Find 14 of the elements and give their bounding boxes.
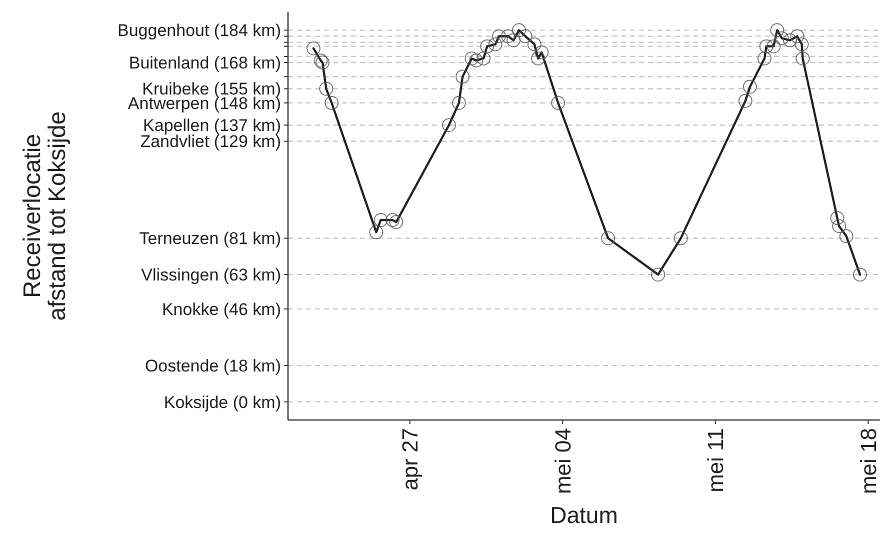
y-tick-label: Buggenhout (184 km) [118, 21, 281, 40]
x-tick-label: mei 04 [550, 428, 576, 494]
y-tick-label: Terneuzen (81 km) [139, 229, 281, 248]
x-tick-label: mei 18 [856, 428, 881, 494]
x-axis-title: Datum [550, 502, 618, 528]
y-tick-label: Vlissingen (63 km) [141, 266, 281, 285]
x-tick-label: mei 11 [703, 428, 728, 492]
y-tick-label: Kapellen (137 km) [143, 116, 281, 136]
y-tick-label: Oostende (18 km) [144, 356, 281, 376]
y-tick-label: Knokke (46 km) [162, 300, 281, 319]
y-axis-title: Receiverlocatie afstand tot Koksijde [19, 111, 72, 321]
x-tick-label: apr 27 [398, 428, 423, 490]
y-tick-label: Koksijde (0 km) [164, 392, 281, 412]
y-tick-label: Buitenland (168 km) [128, 53, 281, 72]
